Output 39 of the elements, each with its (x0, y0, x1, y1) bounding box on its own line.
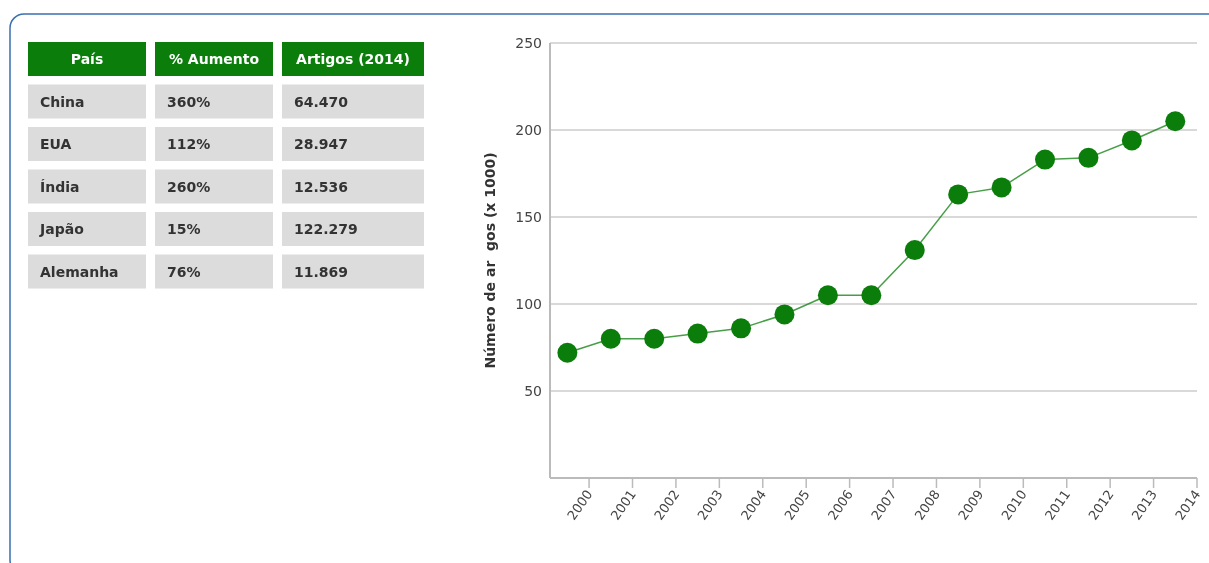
text: 360% (167, 93, 211, 110)
point (948, 184, 969, 205)
y-tick-label: 150 (515, 209, 542, 225)
y-axis-title: Número de ar gos (x 1000) (482, 152, 498, 369)
point (557, 342, 578, 363)
point (1035, 149, 1056, 170)
category-label: % Aumento (168, 51, 260, 67)
point (731, 318, 752, 339)
point (687, 323, 708, 344)
text: 112% (167, 136, 211, 152)
text: 64.470 (294, 93, 349, 110)
text: 122.279 (294, 221, 358, 237)
text: 260% (167, 178, 211, 195)
category-label: China (40, 93, 85, 110)
point (1165, 111, 1186, 132)
point (904, 240, 925, 261)
text: 12.536 (294, 178, 349, 195)
point (600, 328, 621, 349)
point (1121, 130, 1142, 151)
point (1078, 147, 1099, 168)
point (861, 285, 882, 306)
category-label: Índia (40, 178, 80, 195)
category-label: País (70, 51, 104, 67)
point (991, 177, 1012, 198)
text: 11.869 (294, 263, 349, 280)
y-tick-label: 50 (524, 383, 542, 399)
y-tick-label: 200 (515, 122, 542, 138)
text: 76% (167, 263, 201, 280)
y-tick-label: 100 (515, 296, 542, 312)
y-tick-label: 250 (515, 35, 542, 51)
category-label: EUA (40, 136, 72, 152)
category-label: Alemanha (40, 263, 119, 280)
point (774, 304, 795, 325)
point (817, 285, 838, 306)
text: 28.947 (294, 136, 349, 152)
text: 15% (167, 221, 201, 237)
point (644, 328, 665, 349)
category-label: Japão (40, 221, 84, 237)
category-label: Artigos (2014) (296, 51, 410, 67)
